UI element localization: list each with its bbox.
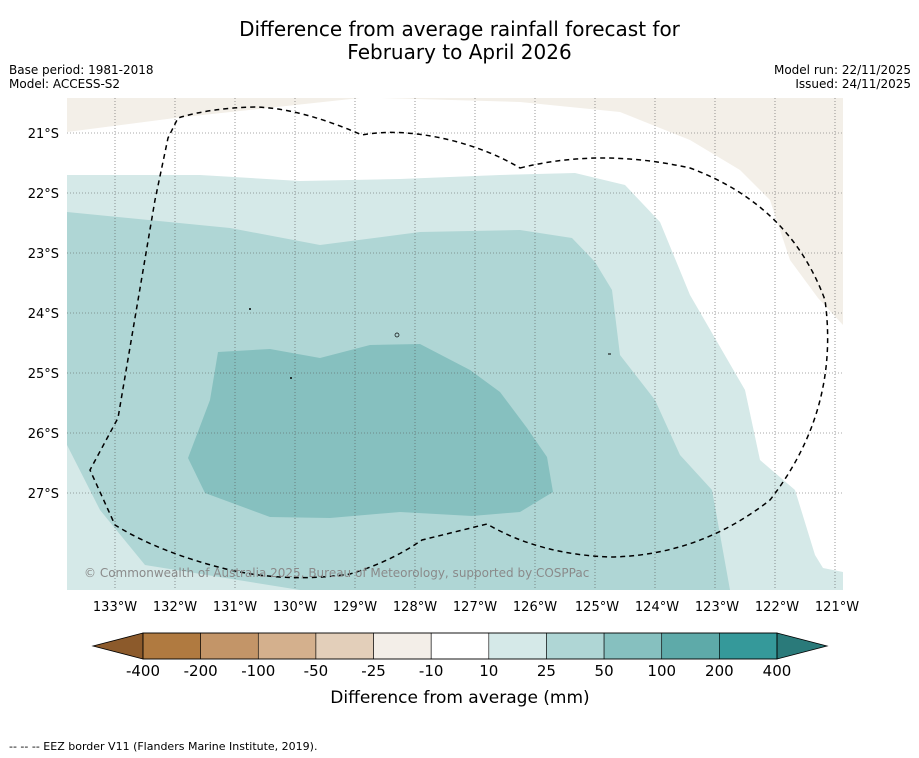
title-line-1: Difference from average rainfall forecas…: [239, 17, 680, 41]
island-marker: [249, 308, 251, 310]
colorbar-bin: [315, 632, 374, 660]
colorbar-bin: [430, 632, 490, 660]
land-top-left: [67, 98, 360, 132]
lat-label: 23°S: [28, 247, 59, 262]
island-marker: [394, 332, 400, 338]
colorbar-tick-label: 400: [763, 662, 792, 680]
colorbar: -400 -200 -100 -50 -25 -10 10 25 50 100 200 400 Dif…: [91, 632, 829, 708]
colorbar-tick-label: 25: [537, 662, 556, 680]
contour-50-100: [188, 344, 553, 518]
lon-label: 122°W: [755, 600, 799, 615]
model-run-date: Model run: 22/11/2025: [773, 63, 911, 77]
land-top-right: [380, 98, 843, 325]
eez-border: [89, 106, 829, 579]
colorbar-tick-label: 200: [705, 662, 734, 680]
colorbar-bin: [546, 632, 605, 660]
colorbar-bin: [257, 632, 317, 660]
run-info: Model run: 22/11/2025 Issued: 24/11/2025: [774, 63, 911, 91]
lon-label: 125°W: [575, 600, 619, 615]
colorbar-bin: [661, 632, 720, 660]
colorbar-tick-label: 10: [479, 662, 498, 680]
lat-label: 24°S: [28, 307, 59, 322]
colorbar-bin: [200, 632, 259, 660]
lon-label: 131°W: [213, 600, 257, 615]
colorbar-low-extend: [91, 632, 144, 660]
grid-lines: [67, 98, 843, 590]
lat-label: 21°S: [28, 127, 59, 142]
lon-label: 133°W: [93, 600, 137, 615]
lon-label: 124°W: [635, 600, 679, 615]
lat-label: 22°S: [28, 187, 59, 202]
map-layers: [67, 98, 843, 590]
colorbar-tick-label: -25: [361, 662, 386, 680]
longitude-labels: 133°W 132°W 131°W 130°W 129°W 128°W 127°…: [93, 600, 859, 615]
colorbar-bins: [142, 632, 778, 660]
lon-label: 123°W: [695, 600, 739, 615]
colorbar-tick-label: 50: [595, 662, 614, 680]
base-period: Base period: 1981-2018: [9, 63, 154, 77]
colorbar-tick-label: 100: [647, 662, 676, 680]
lon-label: 130°W: [273, 600, 317, 615]
colorbar-tick-label: -200: [184, 662, 218, 680]
colorbar-ticks: -400 -200 -100 -50 -25 -10 10 25 50 100 200 400: [126, 662, 791, 680]
colorbar-tick-label: -100: [241, 662, 275, 680]
colorbar-high-extend: [776, 632, 829, 660]
lon-label: 121°W: [815, 600, 859, 615]
lat-label: 27°S: [28, 487, 59, 502]
latitude-labels: 21°S 22°S 23°S 24°S 25°S 26°S 27°S: [28, 127, 59, 502]
copyright-notice: © Commonwealth of Australia 2025, Bureau…: [84, 566, 590, 580]
issued-date: Issued: 24/11/2025: [795, 77, 911, 91]
lon-label: 129°W: [333, 600, 377, 615]
colorbar-title: Difference from average (mm): [330, 688, 589, 708]
lon-label: 126°W: [513, 600, 557, 615]
colorbar-bin: [603, 632, 663, 660]
lon-label: 128°W: [393, 600, 437, 615]
lat-label: 26°S: [28, 427, 59, 442]
colorbar-tick-label: -50: [304, 662, 329, 680]
title-line-2: February to April 2026: [347, 40, 572, 64]
lat-label: 25°S: [28, 367, 59, 382]
colorbar-bin: [488, 632, 547, 660]
lon-label: 132°W: [153, 600, 197, 615]
chart-title: Difference from average rainfall forecas…: [0, 18, 919, 64]
colorbar-bin: [142, 632, 201, 660]
eez-footnote: -- -- -- EEZ border V11 (Flanders Marine…: [9, 740, 318, 753]
model-name: Model: ACCESS-S2: [9, 77, 121, 91]
colorbar-bin: [719, 632, 778, 660]
island-marker: [290, 377, 292, 379]
colorbar-tick-label: -10: [419, 662, 444, 680]
colorbar-tick-label: -400: [126, 662, 160, 680]
colorbar-outline: [142, 632, 778, 660]
model-info: Base period: 1981-2018 Model: ACCESS-S2: [9, 63, 154, 91]
lon-label: 127°W: [453, 600, 497, 615]
colorbar-bin: [373, 632, 432, 660]
